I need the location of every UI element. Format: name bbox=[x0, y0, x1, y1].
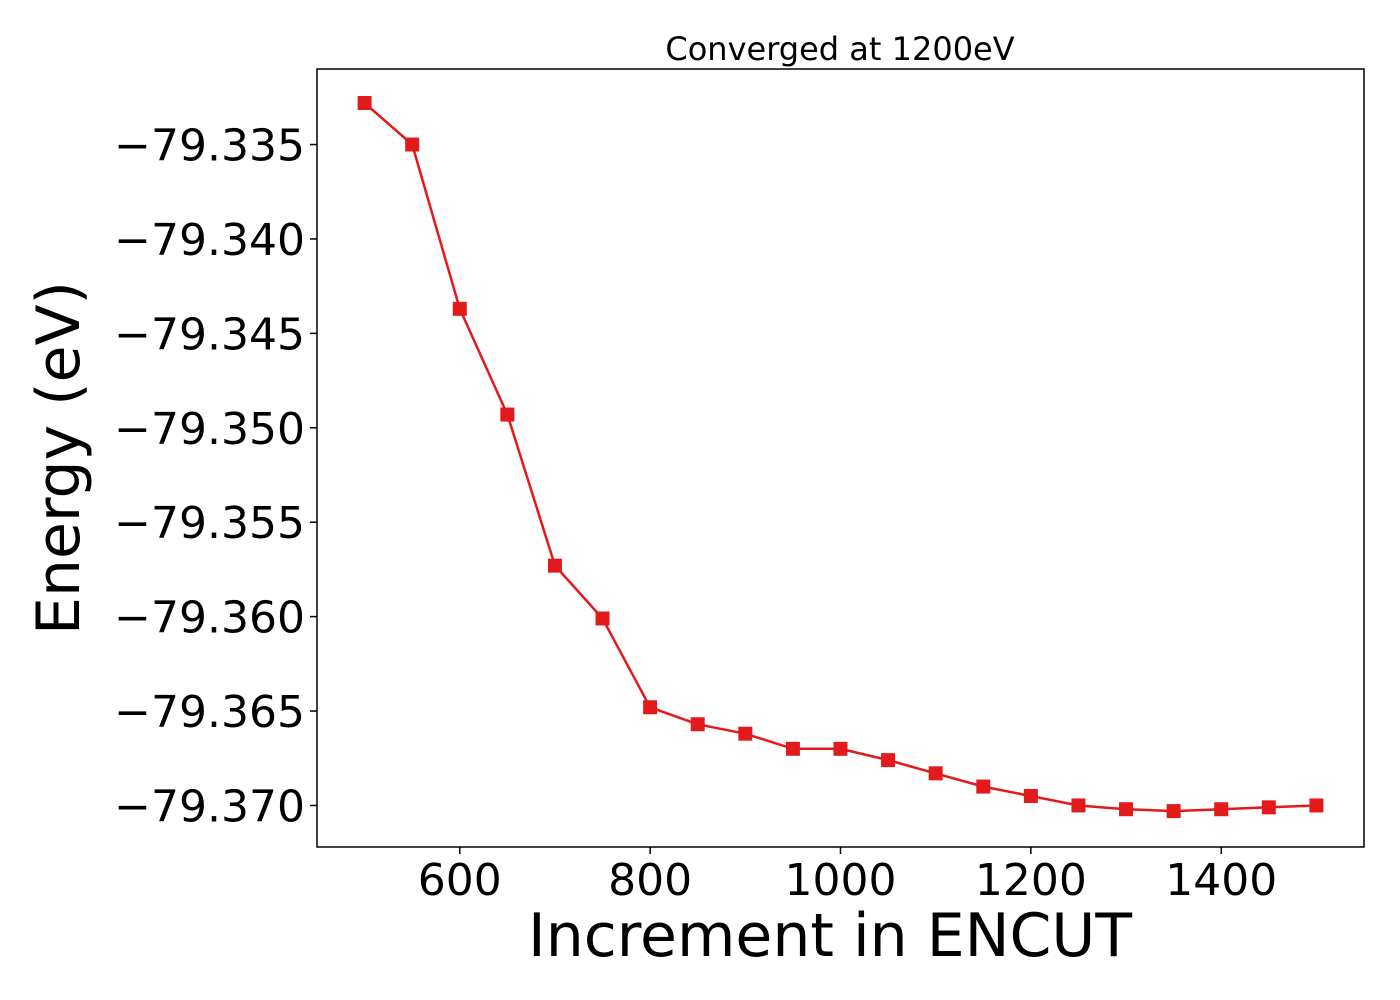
y-tick-label: −79.350 bbox=[114, 404, 305, 455]
x-tick-label: 1400 bbox=[1165, 855, 1277, 906]
data-point bbox=[785, 741, 800, 756]
data-point bbox=[643, 700, 658, 715]
data-point bbox=[1309, 798, 1324, 813]
y-axis: −79.335 −79.340 −79.345 −79.350 −79.355 −79.3… bbox=[114, 121, 317, 832]
data-point bbox=[1166, 804, 1181, 819]
data-point bbox=[833, 741, 848, 756]
y-tick-label: −79.340 bbox=[114, 215, 305, 266]
y-tick-label: −79.360 bbox=[114, 593, 305, 644]
data-point bbox=[1119, 802, 1134, 817]
chart-title: Converged at 1200eV bbox=[665, 30, 1014, 68]
x-tick-label: 1000 bbox=[785, 855, 897, 906]
data-point bbox=[1214, 802, 1229, 817]
x-tick-label: 800 bbox=[608, 855, 692, 906]
data-point bbox=[357, 95, 372, 110]
data-point bbox=[976, 779, 991, 794]
data-point bbox=[881, 753, 896, 768]
y-tick-label: −79.335 bbox=[114, 121, 305, 172]
data-point bbox=[1261, 800, 1276, 815]
x-tick-label: 1200 bbox=[975, 855, 1087, 906]
data-point bbox=[452, 301, 467, 316]
data-point bbox=[1023, 789, 1038, 804]
x-tick-label: 600 bbox=[418, 855, 502, 906]
plot-area-frame bbox=[316, 68, 1365, 848]
data-point bbox=[405, 137, 420, 152]
data-point bbox=[1071, 798, 1086, 813]
y-tick-label: −79.345 bbox=[114, 309, 305, 360]
data-point bbox=[928, 766, 943, 781]
data-point bbox=[547, 558, 562, 573]
data-point bbox=[595, 611, 610, 626]
y-tick-label: −79.365 bbox=[114, 687, 305, 738]
data-point bbox=[738, 726, 753, 741]
series-markers bbox=[357, 95, 1324, 819]
data-point bbox=[690, 717, 705, 732]
y-tick-label: −79.355 bbox=[114, 498, 305, 549]
x-axis-title: Increment in ENCUT bbox=[528, 901, 1132, 971]
data-point bbox=[500, 407, 515, 422]
y-axis-title: Energy (eV) bbox=[24, 281, 94, 635]
x-axis: 600 800 1000 1200 1400 bbox=[418, 847, 1277, 906]
series-line bbox=[363, 102, 1317, 813]
y-tick-label: −79.370 bbox=[114, 781, 305, 832]
